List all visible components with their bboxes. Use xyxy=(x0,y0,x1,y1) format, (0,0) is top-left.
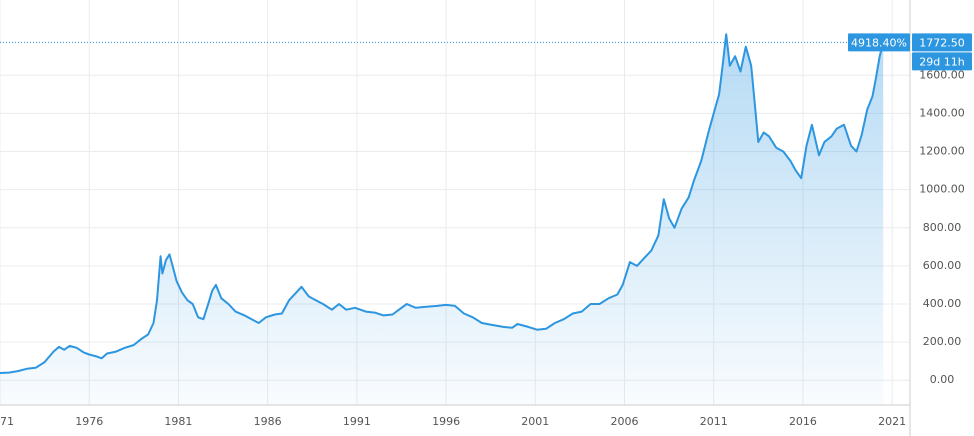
y-tick-label: 1000.00 xyxy=(919,183,965,196)
x-tick-label: 2006 xyxy=(611,415,639,428)
y-tick-label: 600.00 xyxy=(923,259,962,272)
y-tick-label: 800.00 xyxy=(923,221,962,234)
y-tick-label: 1400.00 xyxy=(919,106,965,119)
x-tick-label: 2001 xyxy=(521,415,549,428)
x-tick-label: 2016 xyxy=(789,415,817,428)
x-tick-label: 2021 xyxy=(878,415,906,428)
area xyxy=(0,34,884,405)
x-tick-label: 1996 xyxy=(432,415,460,428)
y-tick-label: 0.00 xyxy=(930,373,955,386)
x-tick-label: 2011 xyxy=(700,415,728,428)
price-label: 1772.50 xyxy=(919,36,965,49)
line xyxy=(0,33,885,374)
price-badge xyxy=(912,33,972,52)
x-tick-label: 1981 xyxy=(164,415,192,428)
change-label: 4918.40% xyxy=(851,36,907,49)
x-tick-label: 1986 xyxy=(254,415,282,428)
y-tick-label: 400.00 xyxy=(923,297,962,310)
y-tick-label: 1600.00 xyxy=(919,68,965,81)
change-badge xyxy=(848,33,910,52)
countdown-label: 29d 11h xyxy=(919,55,964,68)
y-tick-label: 1200.00 xyxy=(919,145,965,158)
countdown-badge xyxy=(912,52,972,71)
x-tick-label: 1991 xyxy=(343,415,371,428)
y-tick-label: 200.00 xyxy=(923,335,962,348)
x-tick-label: 1976 xyxy=(75,415,103,428)
x-tick-label: 1971 xyxy=(0,415,14,428)
